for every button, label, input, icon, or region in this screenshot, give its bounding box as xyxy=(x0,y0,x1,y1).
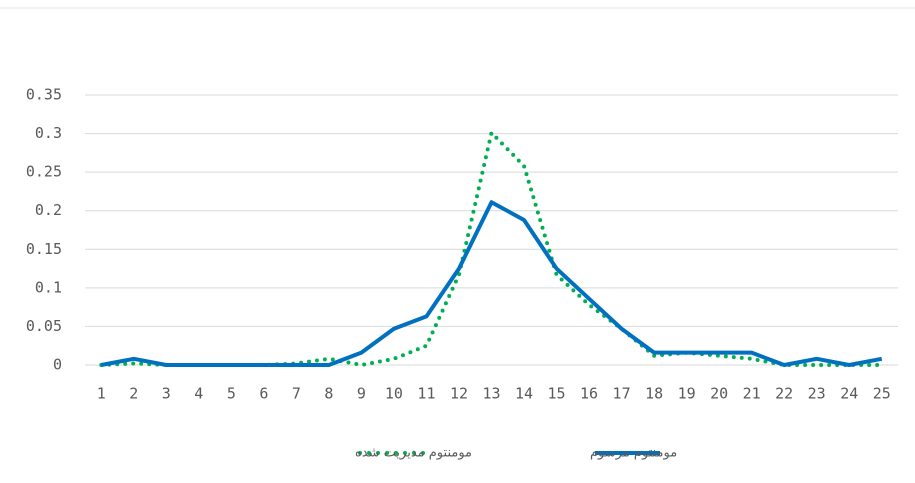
y-tick-label: 0.05 xyxy=(26,317,62,335)
y-tick-label: 0.35 xyxy=(26,86,62,104)
y-tick-label: 0.15 xyxy=(26,240,62,258)
x-tick-label: 25 xyxy=(873,385,891,403)
x-tick-label: 5 xyxy=(227,385,236,403)
x-tick-label: 16 xyxy=(580,385,598,403)
x-tick-label: 7 xyxy=(292,385,301,403)
y-tick-label: 0.25 xyxy=(26,163,62,181)
x-tick-label: 1 xyxy=(97,385,106,403)
legend-label: مومنتوم مرسوم xyxy=(590,446,677,461)
x-tick-label: 10 xyxy=(385,385,403,403)
x-tick-label: 3 xyxy=(162,385,171,403)
x-tick-label: 15 xyxy=(548,385,566,403)
y-tick-label: 0.2 xyxy=(35,201,62,219)
series-line xyxy=(99,130,884,367)
x-tick-label: 11 xyxy=(417,385,435,403)
x-tick-label: 21 xyxy=(743,385,761,403)
y-tick-label: 0 xyxy=(53,356,62,374)
x-tick-label: 18 xyxy=(645,385,663,403)
x-tick-label: 19 xyxy=(678,385,696,403)
x-tick-label: 2 xyxy=(129,385,138,403)
y-tick-label: 0.3 xyxy=(35,124,62,142)
x-tick-label: 24 xyxy=(840,385,858,403)
x-tick-label: 8 xyxy=(324,385,333,403)
x-tick-label: 14 xyxy=(515,385,533,403)
x-tick-label: 13 xyxy=(482,385,500,403)
x-tick-label: 20 xyxy=(710,385,728,403)
y-tick-label: 0.1 xyxy=(35,278,62,296)
x-tick-label: 4 xyxy=(194,385,203,403)
series-line xyxy=(100,200,883,367)
x-tick-label: 17 xyxy=(613,385,631,403)
x-tick-label: 6 xyxy=(259,385,268,403)
x-tick-label: 23 xyxy=(808,385,826,403)
x-tick-label: 22 xyxy=(775,385,793,403)
x-tick-label: 9 xyxy=(357,385,366,403)
legend-label: مومنتوم مدیریت شده xyxy=(355,446,472,461)
x-tick-label: 12 xyxy=(450,385,468,403)
